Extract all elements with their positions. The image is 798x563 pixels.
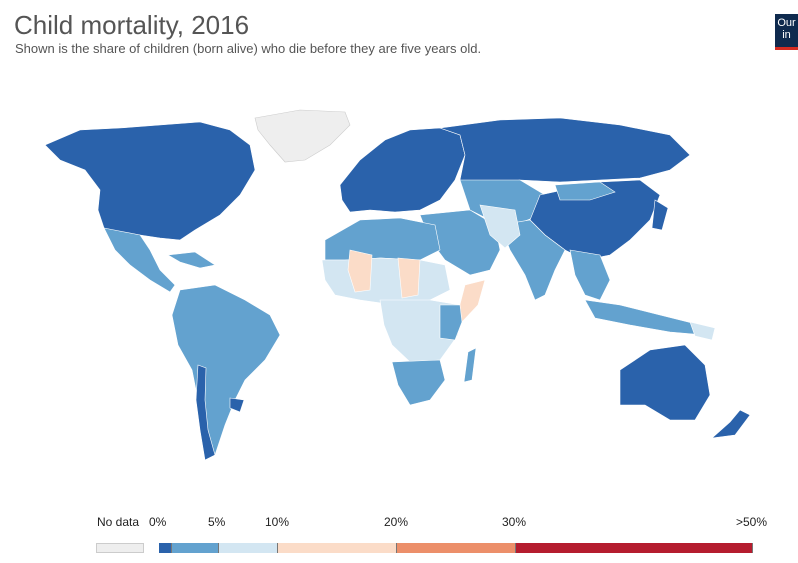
- legend-tick-0: 0%: [149, 515, 167, 529]
- region-png[interactable]: [689, 321, 716, 341]
- legend-bin-5-10[interactable]: [219, 543, 278, 553]
- legend-bin-20-30[interactable]: [397, 543, 516, 553]
- region-japan[interactable]: [651, 199, 669, 231]
- legend-tick-50: >50%: [736, 515, 768, 529]
- region-new-zealand[interactable]: [711, 409, 751, 439]
- legend-tick-30: 30%: [502, 515, 527, 529]
- region-australia[interactable]: [619, 344, 711, 421]
- region-southeast-asia[interactable]: [569, 249, 611, 301]
- region-indonesia[interactable]: [584, 299, 706, 336]
- region-mongolia[interactable]: [554, 181, 616, 201]
- region-central-america[interactable]: [103, 227, 176, 293]
- legend-bin-30-50[interactable]: [516, 543, 753, 553]
- region-chile[interactable]: [195, 364, 216, 461]
- chart-subtitle: Shown is the share of children (born ali…: [15, 41, 482, 56]
- region-southern-africa[interactable]: [391, 359, 446, 406]
- legend-bin-0-2[interactable]: [159, 543, 172, 553]
- logo-text-line2: in: [782, 29, 791, 41]
- legend-bin-10-20[interactable]: [278, 543, 397, 553]
- chart-title: Child mortality, 2016: [14, 10, 250, 40]
- legend-no-data-swatch[interactable]: [96, 543, 144, 553]
- region-chad[interactable]: [397, 257, 421, 299]
- region-madagascar[interactable]: [463, 347, 477, 383]
- region-russia[interactable]: [439, 117, 691, 186]
- region-south-america[interactable]: [171, 284, 281, 461]
- legend-no-data-label: No data: [97, 515, 140, 529]
- region-caribbean[interactable]: [167, 251, 216, 269]
- region-north-africa[interactable]: [324, 217, 441, 261]
- legend-bin-2-5[interactable]: [172, 543, 219, 553]
- region-europe[interactable]: [339, 127, 466, 213]
- region-somalia[interactable]: [457, 279, 486, 323]
- region-afpak[interactable]: [479, 204, 521, 249]
- region-south-asia[interactable]: [499, 219, 566, 301]
- legend-tick-20: 20%: [384, 515, 409, 529]
- world-map: [44, 109, 751, 461]
- region-mali[interactable]: [347, 249, 373, 293]
- region-greenland[interactable]: [254, 109, 351, 163]
- region-east-africa[interactable]: [439, 304, 463, 341]
- legend-tick-5: 5%: [208, 515, 226, 529]
- region-uruguay[interactable]: [229, 397, 245, 413]
- legend-tick-10: 10%: [265, 515, 290, 529]
- region-sahel[interactable]: [321, 257, 451, 306]
- logo-text-line1: Our: [777, 17, 796, 29]
- owid-logo[interactable]: Our in: [775, 14, 798, 50]
- region-north-america[interactable]: [44, 121, 256, 241]
